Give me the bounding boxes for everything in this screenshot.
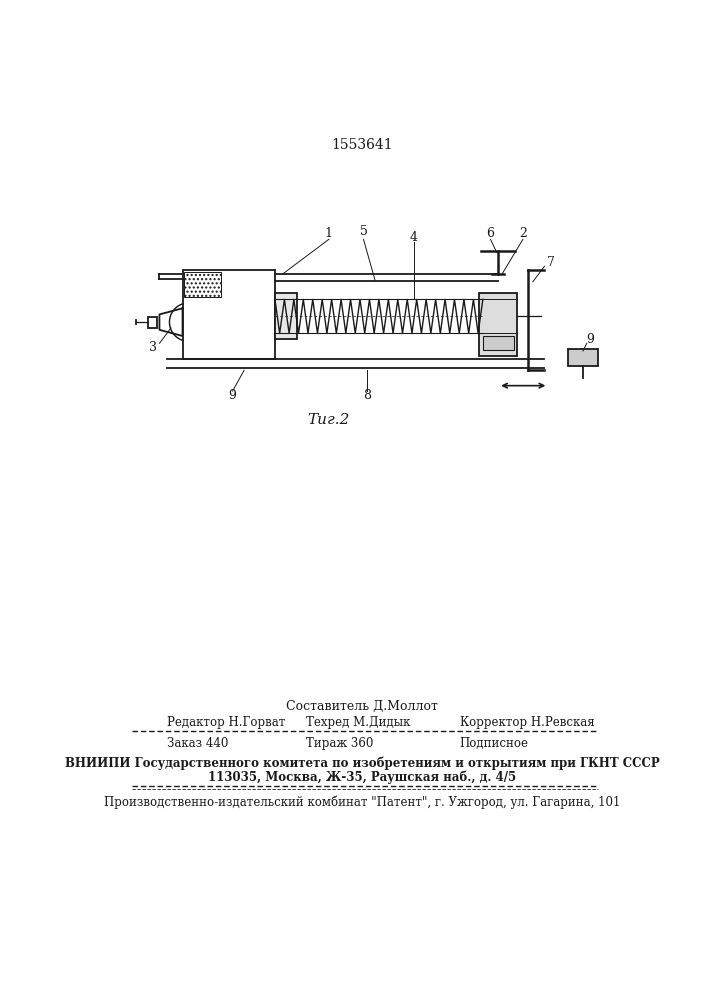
Text: Подписное: Подписное [460, 737, 529, 750]
Text: 3: 3 [149, 341, 157, 354]
Bar [275, 293, 296, 339]
Text: 113035, Москва, Ж-35, Раушская наб., д. 4/5: 113035, Москва, Ж-35, Раушская наб., д. … [208, 771, 516, 784]
Text: 6: 6 [486, 227, 494, 240]
Text: Корректор Н.Ревская: Корректор Н.Ревская [460, 716, 595, 729]
Text: Заказ 440: Заказ 440 [167, 737, 228, 750]
Bar [479, 293, 518, 356]
Text: Составитель Д.Моллот: Составитель Д.Моллот [286, 700, 438, 713]
Text: 5: 5 [360, 225, 368, 238]
Text: Редактор Н.Горват: Редактор Н.Горват [167, 716, 286, 729]
Text: 8: 8 [363, 389, 371, 402]
Text: Τиг.2: Τиг.2 [308, 413, 350, 427]
Bar [148, 317, 157, 328]
Text: ВНИИПИ Государственного комитета по изобретениям и открытиям при ГКНТ СССР: ВНИИПИ Государственного комитета по изоб… [64, 757, 659, 770]
Text: Производственно-издательский комбинат "Патент", г. Ужгород, ул. Гагарина, 101: Производственно-издательский комбинат "П… [104, 795, 620, 809]
Text: 9: 9 [228, 389, 237, 402]
Text: 9: 9 [587, 333, 595, 346]
Bar [483, 336, 514, 350]
Text: 7: 7 [547, 256, 554, 269]
Text: Тираж 360: Тираж 360 [305, 737, 373, 750]
Bar [182, 270, 275, 359]
Text: Техред М.Дидык: Техред М.Дидык [305, 716, 410, 729]
Text: 2: 2 [519, 227, 527, 240]
Text: 1553641: 1553641 [331, 138, 393, 152]
Text: 4: 4 [409, 231, 418, 244]
Bar [184, 272, 221, 297]
Text: 1: 1 [325, 227, 333, 240]
Bar [568, 349, 598, 366]
